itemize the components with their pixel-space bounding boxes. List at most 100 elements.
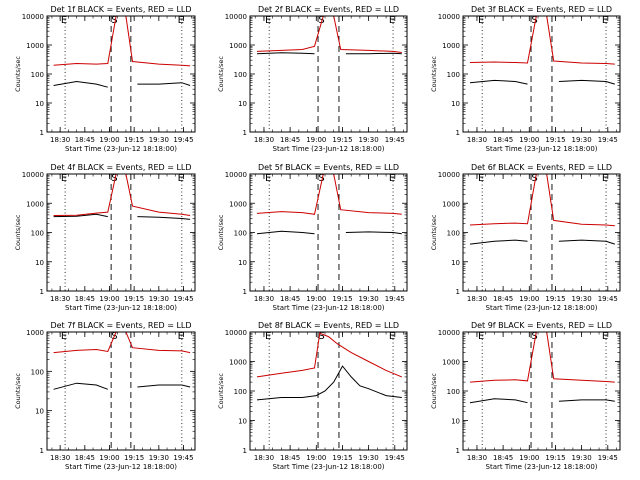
- series-line-events: [469, 398, 615, 404]
- x-tick-label: 19:00: [306, 454, 326, 462]
- series-line-lld: [256, 332, 402, 378]
- event-marker: E: [389, 15, 395, 26]
- x-tick-label: 19:45: [385, 454, 405, 462]
- y-tick-label: 10000: [438, 13, 460, 21]
- panel-title: Det 5f BLACK = Events, RED = LLD: [258, 163, 399, 172]
- y-tick-label: 10: [35, 408, 44, 416]
- x-tick-label: 18:45: [493, 295, 513, 303]
- y-tick-label: 1000: [229, 359, 247, 367]
- panel-title: Det 9f BLACK = Events, RED = LLD: [471, 321, 612, 330]
- y-tick-label: 1: [40, 129, 44, 137]
- plot-frame: [249, 331, 408, 451]
- series-line-events: [469, 79, 615, 85]
- y-tick-label: 100: [234, 71, 247, 79]
- x-tick-label: 19:15: [332, 136, 352, 144]
- panel-title: Det 8f BLACK = Events, RED = LLD: [258, 321, 399, 330]
- x-tick-label: 19:00: [99, 136, 119, 144]
- x-tick-label: 19:30: [149, 136, 169, 144]
- y-axis-label: Counts/sec: [14, 214, 22, 250]
- x-tick-label: 18:30: [467, 454, 487, 462]
- panel-det-3: Det 3f BLACK = Events, RED = LLD 1 10 100 10…: [430, 5, 621, 153]
- y-tick-label: 100: [234, 230, 247, 238]
- event-marker: E: [389, 173, 395, 184]
- y-tick-label: 10: [451, 100, 460, 108]
- y-tick-label: 10000: [22, 171, 44, 179]
- y-tick-label: 100: [31, 71, 44, 79]
- plot-frame: [249, 173, 408, 292]
- plot-frame: [46, 15, 196, 133]
- y-tick-label: 100: [31, 368, 44, 376]
- y-tick-label: 10000: [225, 329, 247, 337]
- event-marker: E: [178, 15, 184, 26]
- y-axis-label: Counts/sec: [14, 56, 22, 92]
- x-axis-label: Start Time (23-Jun-12 18:18:00): [65, 145, 177, 153]
- series-line-events: [53, 213, 191, 220]
- x-tick-label: 18:30: [254, 454, 274, 462]
- y-tick-label: 1000: [229, 42, 247, 50]
- x-tick-label: 19:30: [572, 454, 592, 462]
- event-marker: E: [265, 15, 271, 26]
- event-marker: S: [318, 331, 324, 342]
- panel-det-4: Det 4f BLACK = Events, RED = LLD 1 10 100 10…: [14, 163, 196, 312]
- x-tick-label: 19:15: [332, 295, 352, 303]
- panel-title: Det 4f BLACK = Events, RED = LLD: [50, 163, 191, 172]
- x-tick-label: 19:30: [359, 136, 379, 144]
- panel-det-1: Det 1f BLACK = Events, RED = LLD 1 10 100 10…: [14, 5, 196, 153]
- y-axis-label: Counts/sec: [430, 214, 438, 250]
- y-tick-label: 10000: [22, 13, 44, 21]
- panel-det-5: Det 5f BLACK = Events, RED = LLD 1 10 100 10…: [217, 163, 408, 312]
- y-axis-label: Counts/sec: [430, 56, 438, 92]
- y-tick-label: 1: [243, 288, 247, 296]
- x-tick-label: 19:30: [149, 454, 169, 462]
- x-tick-label: 19:00: [99, 295, 119, 303]
- plot-frame: [462, 15, 621, 133]
- panel-title: Det 7f BLACK = Events, RED = LLD: [50, 321, 191, 330]
- x-tick-label: 19:15: [545, 454, 565, 462]
- event-marker: E: [61, 15, 67, 26]
- y-tick-label: 10: [238, 418, 247, 426]
- event-marker: E: [265, 331, 271, 342]
- x-axis-label: Start Time (23-Jun-12 18:18:00): [65, 304, 177, 312]
- y-tick-label: 10000: [438, 171, 460, 179]
- panel-title: Det 6f BLACK = Events, RED = LLD: [471, 163, 612, 172]
- y-tick-label: 10000: [438, 329, 460, 337]
- event-marker: S: [531, 15, 537, 26]
- y-tick-label: 1: [40, 447, 44, 455]
- y-tick-label: 1: [456, 129, 460, 137]
- event-marker: S: [111, 173, 117, 184]
- x-tick-label: 18:30: [254, 136, 274, 144]
- y-tick-label: 100: [447, 230, 460, 238]
- x-tick-label: 18:30: [254, 295, 274, 303]
- x-tick-label: 18:45: [280, 136, 300, 144]
- x-axis-label: Start Time (23-Jun-12 18:18:00): [486, 463, 598, 471]
- x-tick-label: 19:45: [385, 295, 405, 303]
- x-tick-label: 19:00: [306, 136, 326, 144]
- x-tick-label: 18:30: [467, 136, 487, 144]
- event-marker: E: [61, 173, 67, 184]
- series-line-events: [256, 230, 402, 235]
- panel-det-7: Det 7f BLACK = Events, RED = LLD 1 10 100 10…: [14, 321, 196, 471]
- panel-title: Det 1f BLACK = Events, RED = LLD: [50, 5, 191, 14]
- x-tick-label: 19:30: [359, 295, 379, 303]
- y-axis-label: Counts/sec: [217, 373, 225, 409]
- event-marker: S: [318, 173, 324, 184]
- plot-frame: [46, 331, 196, 451]
- x-axis-label: Start Time (23-Jun-12 18:18:00): [273, 463, 385, 471]
- x-tick-label: 19:45: [598, 136, 618, 144]
- x-tick-label: 19:30: [572, 295, 592, 303]
- x-tick-label: 19:30: [572, 136, 592, 144]
- y-tick-label: 1000: [26, 329, 44, 337]
- y-tick-label: 1000: [442, 42, 460, 50]
- y-tick-label: 10000: [225, 13, 247, 21]
- panel-title: Det 2f BLACK = Events, RED = LLD: [258, 5, 399, 14]
- panel-det-2: Det 2f BLACK = Events, RED = LLD 1 10 100 10…: [217, 5, 408, 153]
- x-tick-label: 18:45: [280, 454, 300, 462]
- x-tick-label: 19:45: [598, 454, 618, 462]
- x-tick-label: 18:30: [467, 295, 487, 303]
- x-tick-label: 19:15: [124, 454, 144, 462]
- x-tick-label: 18:30: [50, 295, 70, 303]
- y-tick-label: 100: [447, 71, 460, 79]
- y-tick-label: 10: [238, 100, 247, 108]
